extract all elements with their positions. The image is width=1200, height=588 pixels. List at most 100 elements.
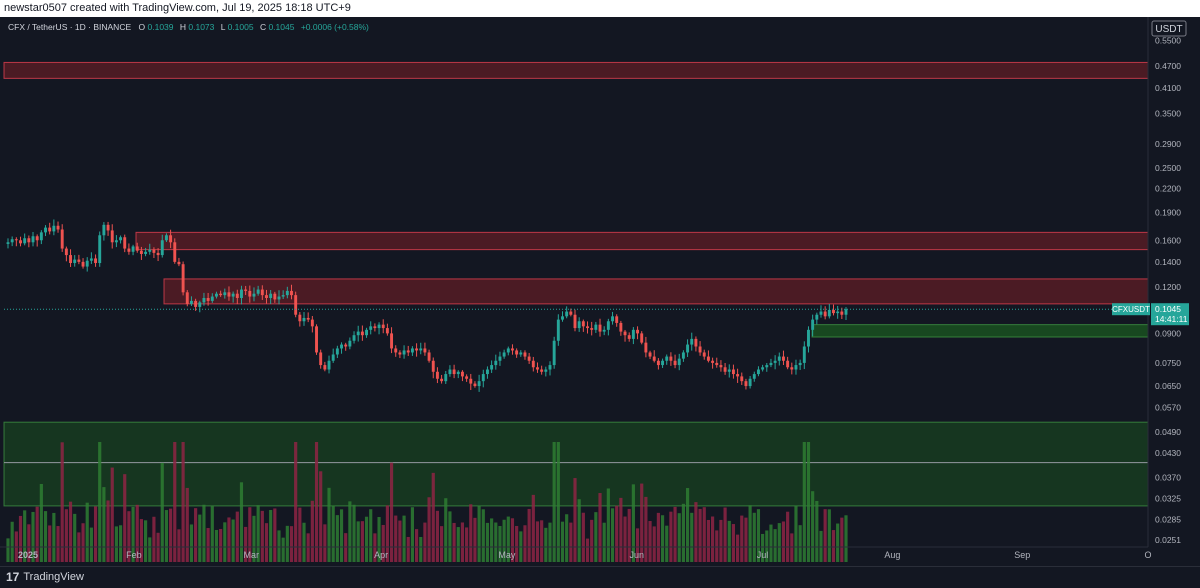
candle-body xyxy=(39,232,43,241)
volume-bar xyxy=(106,500,110,562)
volume-bar xyxy=(840,517,844,562)
tradingview-logo-icon: 17 xyxy=(6,570,20,584)
candle-body xyxy=(64,248,68,256)
candle-body xyxy=(698,346,702,353)
volume-bar xyxy=(81,523,85,562)
candle-body xyxy=(519,352,523,355)
volume-bar xyxy=(606,488,610,562)
volume-bar xyxy=(685,488,690,562)
volume-bar xyxy=(10,521,14,562)
price-tick-label: 0.0650 xyxy=(1155,381,1181,391)
price-tick-label: 0.0325 xyxy=(1155,493,1181,503)
candle-body xyxy=(556,319,560,341)
volume-bar xyxy=(790,533,794,562)
legend-l-label: L xyxy=(221,22,226,32)
candle-body xyxy=(169,235,173,243)
volume-bar xyxy=(148,537,152,562)
candle-body xyxy=(310,319,314,327)
volume-bar xyxy=(444,498,448,562)
candle-body xyxy=(823,311,827,317)
candle-body xyxy=(631,329,635,339)
candle-body xyxy=(185,292,189,304)
volume-bar xyxy=(452,522,456,562)
volume-bar xyxy=(465,527,469,562)
candle-body xyxy=(615,316,619,323)
candle-body xyxy=(315,326,318,353)
candle-body xyxy=(752,374,756,379)
legend-symbol: CFX / TetherUS · 1D · BINANCE xyxy=(8,22,131,32)
volume-bar xyxy=(52,512,56,562)
candle-body xyxy=(544,369,548,372)
volume-bar xyxy=(490,518,494,562)
volume-bar xyxy=(244,526,248,562)
volume-bar xyxy=(152,516,156,562)
candle-body xyxy=(48,227,52,232)
tradingview-logo[interactable]: 17 TradingView xyxy=(6,567,84,588)
candle-body xyxy=(536,367,539,370)
candle-body xyxy=(248,290,252,297)
volume-bar xyxy=(598,493,602,562)
candle-body xyxy=(748,378,752,387)
volume-bar xyxy=(515,525,519,562)
volume-bar xyxy=(23,510,27,562)
candle-body xyxy=(586,326,589,329)
volume-bar xyxy=(819,530,823,562)
candle-body xyxy=(802,346,806,363)
price-tick-label: 0.0490 xyxy=(1155,427,1181,437)
price-axis-labels[interactable]: 0.5500 0.4700 0.4100 0.3500 0.2900 0.2500 0.22… xyxy=(1155,35,1181,545)
volume-bar xyxy=(811,491,815,562)
candle-body xyxy=(548,365,552,370)
candle-body xyxy=(102,224,106,236)
candle-body xyxy=(385,328,389,334)
candle-body xyxy=(89,258,93,261)
candle-body xyxy=(377,324,381,329)
volume-bar xyxy=(360,521,364,562)
candle-body xyxy=(269,293,273,298)
candle-body xyxy=(661,360,665,366)
price-tick-label: 0.4700 xyxy=(1155,61,1181,71)
candle-body xyxy=(619,322,623,332)
candle-body xyxy=(14,239,18,241)
candle-body xyxy=(765,365,769,368)
volume-bar xyxy=(481,509,485,562)
candle-body xyxy=(335,348,339,355)
last-price-symbol: CFXUSDT xyxy=(1112,305,1150,314)
time-axis-labels[interactable]: 2025 Feb Mar Apr May Jun Jul Aug Sep O xyxy=(18,550,1152,560)
candle-body xyxy=(164,235,168,241)
price-tick-label: 0.0370 xyxy=(1155,472,1181,482)
volume-bar xyxy=(227,517,231,562)
candle-body xyxy=(252,293,256,297)
candle-body xyxy=(260,289,264,296)
volume-bar xyxy=(844,515,848,562)
candle-body xyxy=(52,225,56,232)
volume-bar xyxy=(619,497,623,562)
volume-bar xyxy=(385,505,389,562)
volume-bar xyxy=(694,502,698,562)
volume-bar xyxy=(118,525,123,562)
candle-body xyxy=(160,240,164,256)
candle-body xyxy=(277,296,281,300)
candle-body xyxy=(23,238,27,244)
volume-bar xyxy=(189,524,194,562)
candle-body xyxy=(152,249,156,253)
volume-bar xyxy=(569,522,573,562)
candle-body xyxy=(323,365,327,370)
candle-body xyxy=(623,331,627,336)
currency-button[interactable] xyxy=(1151,20,1187,37)
volume-bar xyxy=(68,501,73,562)
price-chart[interactable]: USDT 0.5500 0.4700 0.4100 0.3500 0.2900 0.250… xyxy=(0,17,1200,566)
volume-bar xyxy=(214,529,219,562)
volume-bar xyxy=(64,509,68,562)
candle-body xyxy=(594,324,598,330)
candle-body xyxy=(552,340,556,366)
price-tick-label: 0.0750 xyxy=(1155,358,1181,368)
candle-body xyxy=(352,335,356,341)
candle-body xyxy=(465,376,469,379)
price-tick-label: 0.0285 xyxy=(1155,515,1181,525)
volume-bar xyxy=(339,509,344,562)
volume-bar xyxy=(565,514,569,562)
volume-bar xyxy=(523,525,527,562)
volume-bar xyxy=(594,512,598,562)
candle-body xyxy=(244,289,248,291)
candle-body xyxy=(686,344,690,353)
